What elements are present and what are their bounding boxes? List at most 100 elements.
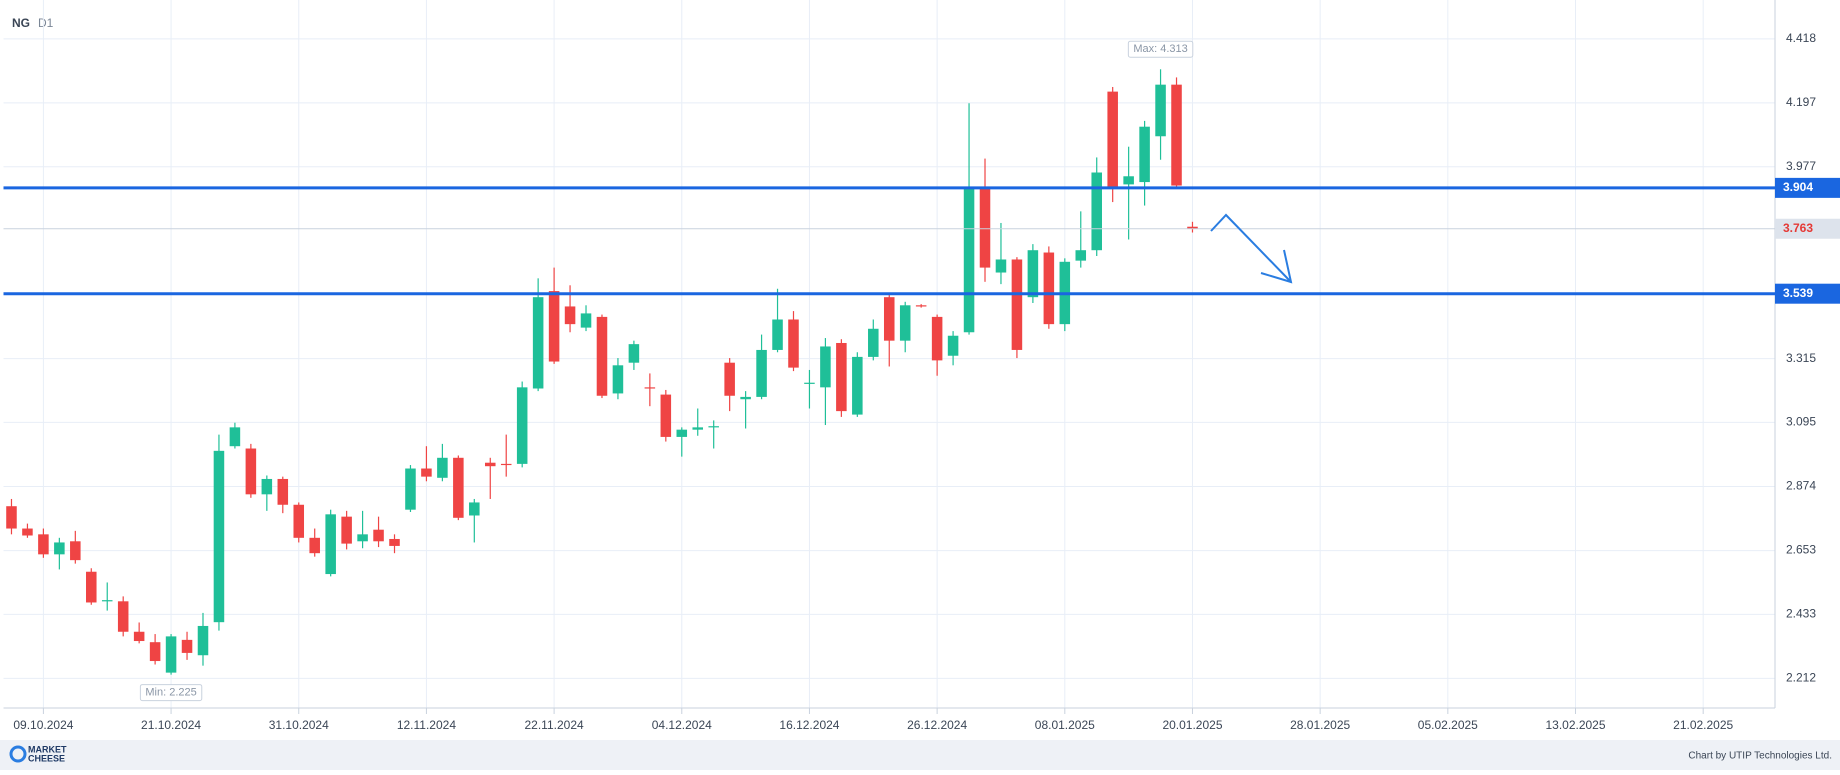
- candle-body: [708, 426, 719, 428]
- candle-body: [54, 542, 65, 555]
- x-tick-label: 22.11.2024: [525, 718, 584, 732]
- candle-body: [325, 514, 336, 575]
- y-tick-label: 2.212: [1786, 671, 1816, 685]
- x-tick-label: 08.01.2025: [1035, 718, 1095, 732]
- candle-body: [899, 305, 911, 341]
- x-tick-label: 21.10.2024: [141, 718, 201, 732]
- x-tick-label: 12.11.2024: [397, 718, 456, 732]
- chart-title: NG: [12, 16, 30, 30]
- arrow-head: [1260, 249, 1293, 284]
- candle-body: [1011, 259, 1023, 350]
- candle-body: [341, 516, 352, 544]
- candle-body: [804, 382, 815, 384]
- candle-body: [1091, 172, 1102, 251]
- annotation-box: [1127, 40, 1194, 58]
- candle-body: [389, 538, 400, 546]
- y-tick-label: 2.874: [1786, 479, 1816, 493]
- candle-body: [38, 534, 49, 555]
- candle-body: [660, 394, 672, 437]
- x-tick-label: 04.12.2024: [652, 718, 712, 732]
- candle-body: [740, 396, 751, 400]
- candle-body: [628, 344, 640, 363]
- candle-body: [1107, 91, 1118, 188]
- candle-body: [1043, 252, 1055, 325]
- candle-body: [931, 316, 943, 361]
- candle-body: [772, 319, 783, 350]
- candle-body: [596, 316, 608, 396]
- candle-body: [133, 631, 145, 642]
- candle-body: [181, 639, 193, 653]
- candle-body: [373, 529, 384, 542]
- candle-body: [165, 636, 177, 673]
- candle-body: [197, 625, 209, 656]
- candle-body: [564, 306, 576, 325]
- level-label: 3.904: [1783, 180, 1813, 194]
- candle-body: [548, 291, 560, 362]
- candle-body: [852, 356, 863, 415]
- candle-body: [117, 601, 129, 632]
- y-tick-label: 2.653: [1786, 543, 1816, 557]
- candle-body: [421, 468, 432, 477]
- candle-body: [500, 463, 512, 466]
- x-tick-label: 20.01.2025: [1162, 718, 1222, 732]
- x-tick-label: 13.02.2025: [1545, 718, 1605, 732]
- candle-body: [70, 541, 81, 561]
- logo-text: CHEESE: [28, 753, 65, 763]
- arrow-line: [1210, 213, 1292, 283]
- candle-body: [405, 468, 416, 510]
- candle-body: [979, 187, 991, 268]
- y-tick-label: 4.418: [1786, 31, 1816, 45]
- candle-body: [995, 259, 1007, 273]
- candle-body: [261, 478, 273, 495]
- x-tick-label: 16.12.2024: [779, 718, 839, 732]
- y-tick-label: 3.095: [1786, 415, 1816, 429]
- candle-body: [868, 328, 879, 357]
- candle-body: [756, 349, 767, 397]
- candle-body: [963, 187, 975, 333]
- annotation: Max: 4.313: [1133, 43, 1187, 55]
- annotation-box: [139, 684, 203, 702]
- candle-body: [1171, 84, 1182, 186]
- candle-body: [437, 457, 448, 478]
- y-tick-label: 2.433: [1786, 607, 1816, 621]
- footer-bar: [0, 740, 1840, 770]
- annotation: Min: 2.225: [145, 687, 196, 699]
- logo-icon: [9, 745, 27, 763]
- x-tick-label: 05.02.2025: [1418, 718, 1478, 732]
- candle-body: [484, 462, 496, 467]
- candle-body: [149, 642, 161, 662]
- candle-body: [915, 305, 927, 307]
- candle-body: [309, 537, 320, 554]
- candle-body: [229, 427, 241, 447]
- arrow: [1210, 213, 1293, 284]
- candle-body: [580, 313, 592, 328]
- candle-body: [532, 297, 544, 389]
- candle-body: [469, 502, 480, 516]
- candle-body: [277, 478, 289, 505]
- x-tick-label: 26.12.2024: [907, 718, 967, 732]
- candle-body: [245, 448, 257, 495]
- x-tick-label: 09.10.2024: [13, 718, 73, 732]
- x-tick-label: 28.01.2025: [1290, 718, 1350, 732]
- candle-body: [6, 506, 17, 529]
- candle-body: [453, 457, 464, 518]
- candle-body: [724, 362, 735, 396]
- level-label: 3.539: [1783, 286, 1813, 300]
- y-tick-label: 3.315: [1786, 351, 1816, 365]
- candle-body: [1139, 126, 1150, 183]
- candle-body: [820, 346, 831, 388]
- candle-body: [788, 319, 799, 368]
- candle-body: [1155, 84, 1166, 137]
- candle-body: [947, 335, 959, 356]
- y-tick-label: 4.197: [1786, 95, 1816, 109]
- candle-body: [644, 387, 656, 389]
- candle-body: [612, 365, 624, 394]
- current-price-box: [1775, 218, 1840, 239]
- logo: MARKET CHEESE: [9, 744, 67, 763]
- candle-body: [692, 427, 704, 430]
- logo-text: MARKET: [28, 744, 67, 754]
- candle-body: [883, 297, 895, 341]
- level-box: [1775, 283, 1840, 304]
- chart-subtitle: D1: [38, 16, 54, 30]
